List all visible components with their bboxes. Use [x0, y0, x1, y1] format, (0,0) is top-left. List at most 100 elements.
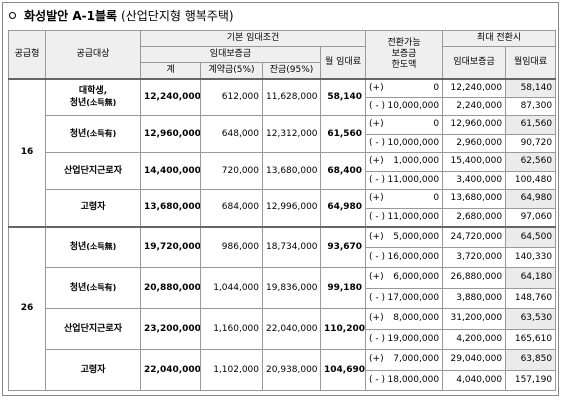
target-name: 청년: [69, 283, 87, 293]
max-deposit: 12,960,000: [442, 115, 507, 135]
conversion: ( - ) 11,000,000: [365, 170, 444, 190]
supply-type: 16: [8, 78, 46, 227]
row: 청년(소득有) 12,960,000 648,000 12,312,000 61,560…: [9, 115, 557, 153]
conversion: (+) 0: [365, 78, 444, 98]
header-line: 전환가능: [387, 37, 421, 48]
amount: 7,000,000: [393, 354, 440, 365]
sign: ( - ): [369, 211, 386, 222]
amount: 11,000,000: [387, 174, 440, 185]
total: 19,720,000: [140, 226, 201, 268]
row: ( - ) 11,000,000 3,400,000 100,480: [9, 170, 557, 190]
monthly: 61,560: [319, 115, 367, 153]
title-main: 화성발안 A-1블록: [24, 9, 118, 23]
header-cell: 계: [140, 62, 201, 79]
target: 고령자: [45, 349, 141, 391]
max-monthly: 64,180: [505, 267, 557, 289]
table-header: 공급형 공급대상 기본 임대조건 전환가능 보증금 한도액 최대 전환시 임대보증금…: [8, 30, 557, 79]
row: 26 청년(소득無) 19,720,000 986,000 18,734,000 93,6…: [8, 226, 557, 391]
target-line: 고령자: [49, 365, 137, 376]
balance: 12,312,000: [262, 115, 321, 153]
target-name: 산업단지근로자: [64, 323, 122, 334]
target: 고령자: [45, 189, 141, 227]
target-line: 산업단지근로자: [49, 324, 137, 335]
max-monthly: 61,560: [505, 115, 557, 135]
sign: ( - ): [369, 100, 386, 111]
total: 20,880,000: [140, 267, 201, 309]
header-cell: 공급형: [8, 30, 46, 79]
max-deposit: 3,400,000: [442, 170, 507, 190]
conversion: ( - ) 16,000,000: [365, 246, 444, 268]
target-name: 고령자: [80, 364, 106, 375]
header-cell: 최대 전환시: [442, 30, 557, 47]
max-deposit: 3,880,000: [442, 287, 507, 309]
sign: (+): [369, 119, 384, 130]
conversion: ( - ) 11,000,000: [365, 207, 444, 227]
max-deposit: 15,400,000: [442, 152, 507, 172]
title-sub: (산업단지형 행복주택): [121, 9, 234, 23]
sign: (+): [369, 82, 384, 93]
monthly: 64,980: [319, 189, 367, 227]
target-name: 산업단지근로자: [64, 165, 122, 176]
conversion-wrap: ( - ) 16,000,000: [369, 252, 439, 263]
target-name: 청년: [69, 242, 87, 253]
target-line: 청년(소득有): [49, 128, 137, 140]
sign: (+): [369, 156, 384, 167]
max-monthly: 63,850: [505, 349, 557, 371]
amount: 10,000,000: [387, 137, 440, 148]
row: ( - ) 10,000,000 2,960,000 90,720: [9, 133, 557, 153]
header-cell: 월임대료: [505, 46, 557, 79]
max-deposit: 24,720,000: [442, 226, 507, 248]
monthly: 110,200: [319, 308, 367, 350]
amount: 0: [433, 193, 440, 204]
header-cell: 기본 임대조건: [139, 30, 367, 47]
max-deposit: 31,200,000: [442, 308, 507, 330]
max-deposit: 2,960,000: [442, 133, 507, 153]
header-cell: 잔금(95%): [262, 62, 321, 79]
frame: [2, 2, 559, 396]
max-deposit: 4,040,000: [442, 369, 507, 391]
row: 고령자 13,680,000 684,000 12,996,000 64,980 (+) 0…: [9, 189, 557, 227]
amount: 0: [433, 119, 440, 130]
max-deposit: 2,240,000: [442, 96, 507, 116]
target: 청년(소득有): [45, 115, 141, 153]
sign: (+): [369, 354, 384, 365]
amount: 0: [433, 82, 440, 93]
target-name: 청년: [69, 129, 87, 139]
conversion: (+) 0: [365, 189, 444, 209]
conversion-wrap: (+) 0: [369, 193, 439, 204]
max-monthly: 157,190: [505, 369, 557, 391]
conversion: (+) 5,000,000: [365, 226, 444, 248]
max-monthly: 140,330: [505, 246, 557, 268]
amount: 17,000,000: [387, 292, 440, 303]
max-monthly: 100,480: [505, 170, 557, 190]
row: ( - ) 18,000,000 4,040,000 157,190: [9, 369, 557, 391]
target-line: 대학생,: [49, 86, 137, 97]
row: ( - ) 17,000,000 3,880,000 148,760: [9, 287, 557, 309]
max-deposit: 26,880,000: [442, 267, 507, 289]
conversion-wrap: ( - ) 11,000,000: [369, 175, 439, 186]
amount: 6,000,000: [393, 272, 440, 283]
total: 22,040,000: [140, 349, 201, 391]
conversion: ( - ) 10,000,000: [365, 96, 444, 116]
row: 산업단지근로자 23,200,000 1,160,000 22,040,000 110,…: [9, 308, 557, 350]
row: ( - ) 19,000,000 4,200,000 165,610: [9, 328, 557, 350]
header-line: 한도액: [391, 59, 417, 70]
max-monthly: 97,060: [505, 207, 557, 227]
max-monthly: 64,500: [505, 226, 557, 248]
sign: (+): [369, 193, 384, 204]
target: 산업단지근로자: [45, 152, 141, 190]
row: 산업단지근로자 14,400,000 720,000 13,680,000 68,400…: [9, 152, 557, 190]
conversion: (+) 1,000,000: [365, 152, 444, 172]
conversion: (+) 7,000,000: [365, 349, 444, 371]
conversion-wrap: (+) 5,000,000: [369, 232, 439, 243]
group: 16 대학생, 청년(소득無) 12,240,000 612,000 11,628,000…: [8, 78, 557, 227]
conversion-wrap: (+) 0: [369, 83, 439, 94]
conversion: ( - ) 19,000,000: [365, 328, 444, 350]
conversion-wrap: ( - ) 10,000,000: [369, 138, 439, 149]
rent-table: 공급형 공급대상 기본 임대조건 전환가능 보증금 한도액 최대 전환시 임대보증금…: [8, 30, 557, 391]
monthly: 58,140: [319, 78, 367, 116]
header-cell: 전환가능 보증금 한도액: [365, 30, 444, 79]
max-monthly: 87,300: [505, 96, 557, 116]
sign: ( - ): [369, 374, 386, 385]
row: 16 대학생, 청년(소득無) 12,240,000 612,000 11,628,000…: [8, 78, 557, 227]
